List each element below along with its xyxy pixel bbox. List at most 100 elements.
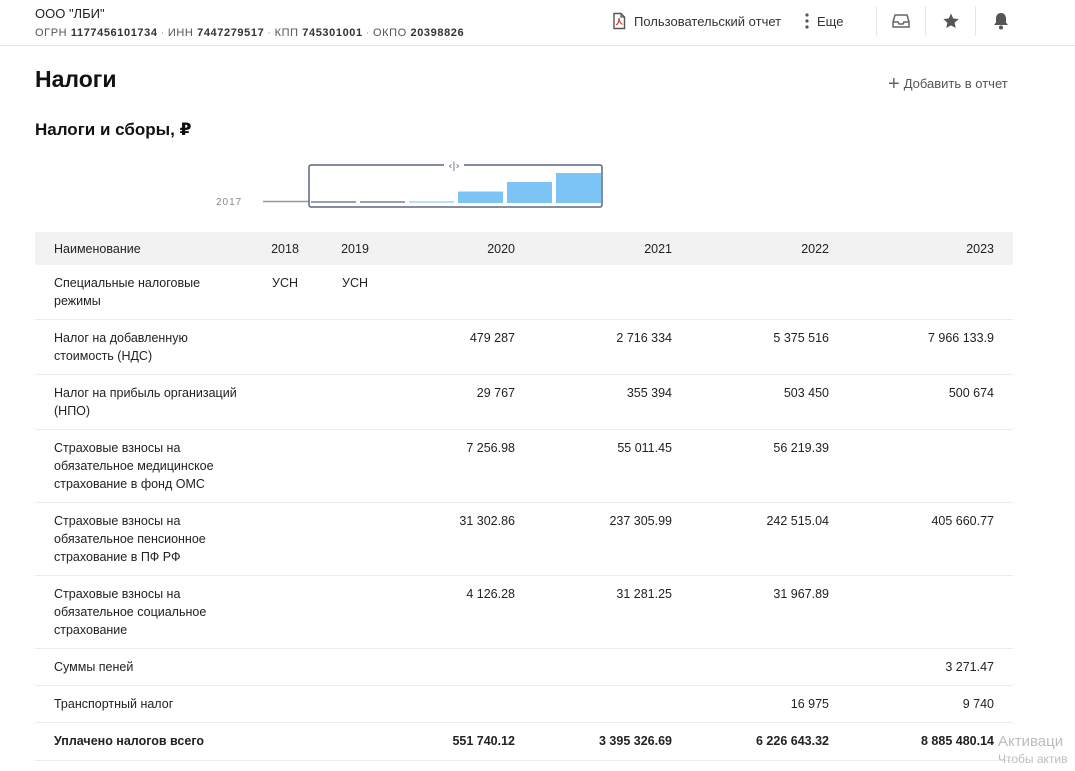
divider	[975, 6, 976, 36]
inn-value: 7447279517	[197, 27, 265, 39]
inn-label: ИНН	[167, 27, 194, 39]
top-bar: ООО "ЛБИ" ОГРН 1177456101734 · ИНН 7447279…	[0, 0, 1075, 46]
value-cell-2021: 3 395 326.69	[515, 722, 672, 761]
value-cell-2022: 503 450	[672, 374, 829, 430]
more-button[interactable]: Еще	[803, 0, 843, 42]
ogrn-value: 1177456101734	[70, 27, 158, 39]
year-range-chart[interactable]: 2017 ‹|›	[200, 155, 620, 215]
value-cell-2020	[390, 648, 515, 686]
value-cell-2021: 31 281.25	[515, 575, 672, 649]
value-cell-2018	[250, 374, 320, 430]
column-header-2023: 2023	[829, 232, 1013, 265]
more-label: Еще	[817, 13, 844, 29]
tax-name-cell: Транспортный налог	[35, 685, 250, 723]
value-cell-2023: 8 885 480.14	[829, 722, 1013, 761]
value-cell-2023	[829, 265, 1013, 320]
chart-bar-2020	[409, 201, 454, 203]
tax-name-cell: Страховые взносы на обязательное социаль…	[35, 575, 250, 649]
value-cell-2021	[515, 685, 672, 723]
value-cell-2023: 405 660.77	[829, 502, 1013, 576]
chart-bar-2018	[311, 201, 356, 203]
value-cell-2021	[515, 648, 672, 686]
tax-name-cell: Страховые взносы на обязательное пенсион…	[35, 502, 250, 576]
okpo-value: 20398826	[410, 27, 465, 39]
tax-name-cell: Налог на добавленную стоимость (НДС)	[35, 319, 250, 375]
kpp-label: КПП	[274, 27, 299, 39]
value-cell-2023	[829, 429, 1013, 503]
custom-report-label: Пользовательский отчет	[634, 13, 782, 29]
value-cell-2020: 479 287	[390, 319, 515, 375]
taxes-table: Наименование 2018 2019 2020 2021 2022 20…	[35, 232, 1013, 761]
table-row: Специальные налоговые режимы УСН УСН	[35, 265, 1013, 320]
value-cell-2021: 237 305.99	[515, 502, 672, 576]
column-header-2018: 2018	[250, 232, 320, 265]
value-cell-2020: 4 126.28	[390, 575, 515, 649]
value-cell-2023: 3 271.47	[829, 648, 1013, 686]
value-cell-2021	[515, 265, 672, 320]
table-row: Суммы пеней 3 271.47	[35, 648, 1013, 686]
value-cell-2018	[250, 319, 320, 375]
add-to-report-label: Добавить в отчет	[903, 76, 1008, 91]
company-requisites: ОГРН 1177456101734 · ИНН 7447279517 · КПП 74…	[35, 27, 464, 39]
range-handle-icon[interactable]: ‹|›	[448, 161, 459, 172]
column-header-2021: 2021	[515, 232, 672, 265]
value-cell-2019	[320, 575, 390, 649]
value-cell-2020	[390, 685, 515, 723]
value-cell-2020: 7 256.98	[390, 429, 515, 503]
page-title: Налоги	[35, 66, 117, 92]
value-cell-2022: 31 967.89	[672, 575, 829, 649]
okpo-label: ОКПО	[373, 27, 407, 39]
plus-icon: +	[888, 72, 900, 95]
value-cell-2018	[250, 502, 320, 576]
chart-start-year: 2017	[216, 197, 242, 208]
value-cell-2022: 6 226 643.32	[672, 722, 829, 761]
tax-name-cell: Суммы пеней	[35, 648, 250, 686]
ogrn-label: ОГРН	[35, 27, 68, 39]
value-cell-2020	[390, 265, 515, 320]
value-cell-2019	[320, 502, 390, 576]
value-cell-2023: 9 740	[829, 685, 1013, 723]
value-cell-2018: УСН	[250, 265, 320, 320]
tax-name-cell: Налог на прибыль организаций (НПО)	[35, 374, 250, 430]
tax-name-cell: Уплачено налогов всего	[35, 722, 250, 761]
divider	[925, 6, 926, 36]
table-row: Налог на прибыль организаций (НПО) 29 767…	[35, 374, 1013, 430]
value-cell-2020: 551 740.12	[390, 722, 515, 761]
activation-watermark: Активаци Чтобы актив	[998, 733, 1068, 766]
total-row: Уплачено налогов всего 551 740.12 3 395 32…	[35, 722, 1013, 761]
notifications-button[interactable]	[986, 6, 1016, 36]
value-cell-2019	[320, 374, 390, 430]
watermark-line-2: Чтобы актив	[998, 752, 1068, 766]
table-row: Страховые взносы на обязательное пенсион…	[35, 502, 1013, 576]
value-cell-2018	[250, 575, 320, 649]
value-cell-2018	[250, 722, 320, 761]
table-body: Специальные налоговые режимы УСН УСН Налог …	[35, 265, 1013, 761]
chart-bar-2023	[556, 173, 601, 203]
tax-name-cell: Страховые взносы на обязательное медицин…	[35, 429, 250, 503]
bell-icon	[994, 13, 1008, 30]
value-cell-2019	[320, 685, 390, 723]
watermark-line-1: Активаци	[998, 733, 1064, 750]
add-to-report-button[interactable]: + Добавить в отчет	[888, 72, 1008, 95]
table-row: Страховые взносы на обязательное медицин…	[35, 429, 1013, 503]
table-row: Страховые взносы на обязательное социаль…	[35, 575, 1013, 649]
divider	[876, 6, 877, 36]
inbox-button[interactable]	[886, 6, 916, 36]
chart-bars	[311, 173, 601, 203]
value-cell-2018	[250, 429, 320, 503]
table-row: Налог на добавленную стоимость (НДС) 479 …	[35, 319, 1013, 375]
pdf-icon	[613, 12, 626, 30]
custom-report-button[interactable]: Пользовательский отчет	[610, 0, 781, 42]
favorite-button[interactable]	[936, 6, 966, 36]
inbox-icon	[892, 14, 910, 28]
separator: ·	[160, 27, 165, 39]
table-row: Транспортный налог 16 975 9 740	[35, 685, 1013, 723]
value-cell-2022: 242 515.04	[672, 502, 829, 576]
column-header-2022: 2022	[672, 232, 829, 265]
value-cell-2019	[320, 648, 390, 686]
value-cell-2018	[250, 648, 320, 686]
column-header-name: Наименование	[35, 232, 250, 265]
company-name: ООО "ЛБИ"	[35, 6, 105, 21]
column-header-2020: 2020	[390, 232, 515, 265]
value-cell-2021: 2 716 334	[515, 319, 672, 375]
